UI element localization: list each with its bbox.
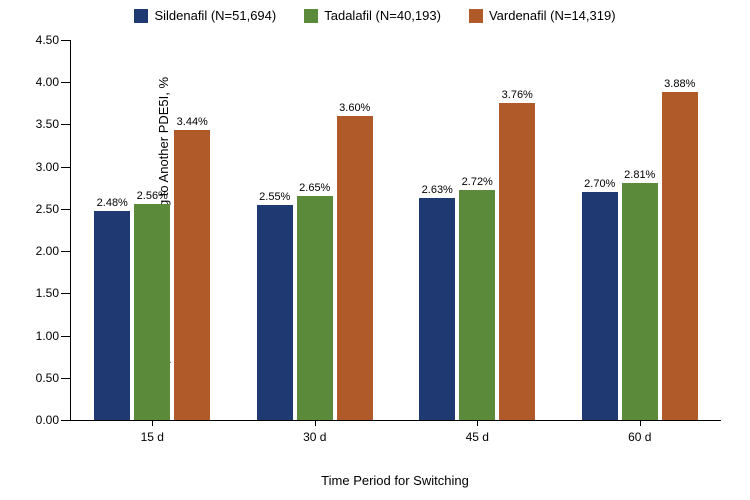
plot-area: 0.000.501.001.502.002.503.003.504.004.50… [70, 40, 721, 421]
x-axis-label-text: Time Period for Switching [321, 473, 469, 488]
legend-item-vardenafil: Vardenafil (N=14,319) [469, 8, 616, 23]
bar-value-label: 2.65% [299, 182, 330, 196]
bar-sildenafil: 2.70% [582, 192, 618, 420]
y-tick-label: 0.50 [36, 371, 71, 385]
legend-label-vardenafil: Vardenafil (N=14,319) [489, 8, 616, 23]
bar-value-label: 3.60% [339, 102, 370, 116]
y-tick-label: 0.00 [36, 413, 71, 427]
y-tick-label: 2.00 [36, 244, 71, 258]
x-tick-label: 30 d [257, 420, 373, 444]
x-tick-label: 60 d [582, 420, 698, 444]
y-tick-label: 3.00 [36, 160, 71, 174]
bar-group: 2.48%2.56%3.44%15 d [94, 130, 210, 420]
bar-vardenafil: 3.76% [499, 103, 535, 421]
bar-value-label: 2.48% [97, 197, 128, 211]
y-tick-label: 1.00 [36, 329, 71, 343]
x-axis-label: Time Period for Switching [70, 473, 720, 488]
bar-sildenafil: 2.63% [419, 198, 455, 420]
bar-tadalafil: 2.65% [297, 196, 333, 420]
bar-tadalafil: 2.81% [622, 183, 658, 420]
bar-sildenafil: 2.48% [94, 211, 130, 420]
bar-group: 2.55%2.65%3.60%30 d [257, 116, 373, 420]
bar-value-label: 2.63% [422, 184, 453, 198]
y-tick-label: 4.50 [36, 33, 71, 47]
bar-tadalafil: 2.56% [134, 204, 170, 420]
bar-vardenafil: 3.44% [174, 130, 210, 420]
bar-group: 2.70%2.81%3.88%60 d [582, 92, 698, 420]
legend-label-sildenafil: Sildenafil (N=51,694) [154, 8, 276, 23]
legend-swatch-tadalafil [304, 9, 318, 23]
bar-tadalafil: 2.72% [459, 190, 495, 420]
bar-group: 2.63%2.72%3.76%45 d [419, 103, 535, 421]
y-tick-label: 3.50 [36, 117, 71, 131]
legend-label-tadalafil: Tadalafil (N=40,193) [324, 8, 441, 23]
legend-swatch-sildenafil [134, 9, 148, 23]
bar-value-label: 2.56% [137, 190, 168, 204]
bar-vardenafil: 3.88% [662, 92, 698, 420]
bar-value-label: 3.44% [177, 116, 208, 130]
x-tick-label: 45 d [419, 420, 535, 444]
y-tick-label: 4.00 [36, 75, 71, 89]
bar-value-label: 3.88% [664, 78, 695, 92]
legend-item-tadalafil: Tadalafil (N=40,193) [304, 8, 441, 23]
x-tick-label: 15 d [94, 420, 210, 444]
bar-value-label: 3.76% [502, 89, 533, 103]
pde5i-switching-chart: Sildenafil (N=51,694) Tadalafil (N=40,193… [0, 0, 750, 500]
bar-vardenafil: 3.60% [337, 116, 373, 420]
y-tick-label: 1.50 [36, 286, 71, 300]
bar-sildenafil: 2.55% [257, 205, 293, 420]
legend: Sildenafil (N=51,694) Tadalafil (N=40,193… [0, 8, 750, 23]
bar-value-label: 2.72% [462, 176, 493, 190]
bar-value-label: 2.55% [259, 191, 290, 205]
bar-value-label: 2.81% [624, 169, 655, 183]
legend-item-sildenafil: Sildenafil (N=51,694) [134, 8, 276, 23]
y-tick-label: 2.50 [36, 202, 71, 216]
bar-value-label: 2.70% [584, 178, 615, 192]
legend-swatch-vardenafil [469, 9, 483, 23]
